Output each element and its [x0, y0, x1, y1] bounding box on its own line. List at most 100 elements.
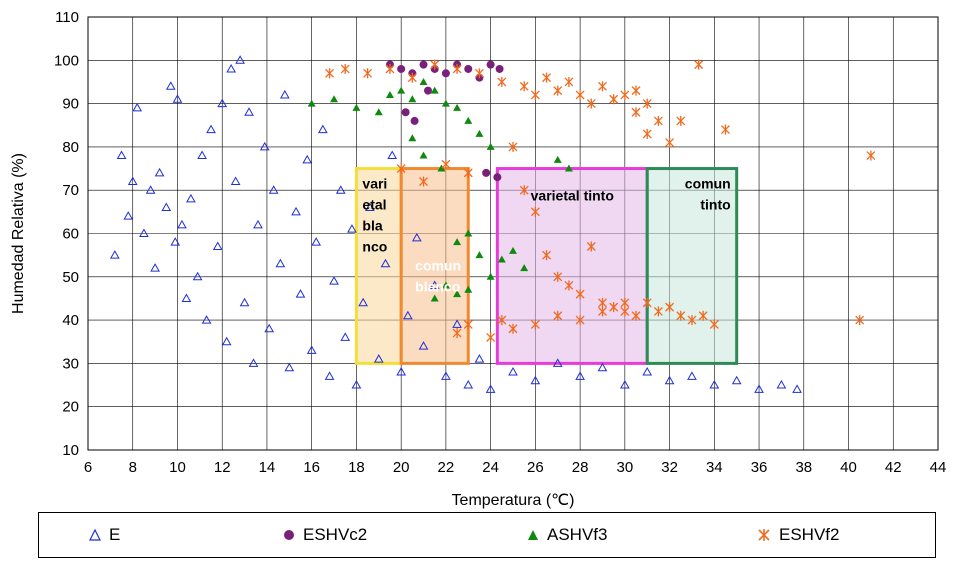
point-E	[123, 211, 134, 220]
point-E	[244, 107, 254, 116]
point-ESHVf2	[642, 128, 652, 139]
x-tick-label: 6	[84, 459, 92, 476]
point-E	[311, 237, 322, 246]
point-ESHVf2	[530, 319, 540, 330]
point-ASHVf3	[486, 272, 495, 280]
point-ASHVf3	[453, 290, 462, 298]
point-ESHVf2	[396, 163, 406, 174]
point-E	[284, 362, 295, 372]
y-tick-label: 90	[62, 96, 79, 113]
point-ESHVf2	[586, 241, 596, 252]
point-ASHVf3	[397, 86, 406, 94]
open-triangle-icon	[89, 529, 101, 541]
point-ASHVf3	[497, 255, 506, 263]
point-ASHVf3	[464, 116, 473, 124]
legend-label-ESHVc2: ESHVc2	[303, 525, 368, 544]
point-E	[452, 319, 462, 328]
x-tick-label: 12	[214, 459, 231, 476]
point-E	[302, 154, 313, 164]
point-E	[474, 354, 485, 363]
point-E	[181, 293, 192, 302]
point-ASHVf3	[475, 129, 484, 137]
point-E	[295, 289, 306, 298]
point-ESHVc2	[464, 64, 473, 73]
point-ESHVf2	[620, 297, 630, 308]
point-E	[642, 367, 653, 376]
point-ESHVf2	[687, 315, 697, 326]
zone-label-line: varietal tinto	[531, 188, 614, 204]
point-E	[145, 185, 156, 194]
point-ESHVf2	[698, 310, 708, 321]
point-ESHVc2	[441, 69, 450, 78]
point-ESHVf2	[653, 115, 663, 126]
x-tick-label: 8	[129, 459, 137, 476]
point-ESHVf2	[452, 328, 462, 339]
point-ESHVc2	[410, 116, 419, 125]
x-tick-label: 34	[706, 459, 723, 476]
point-E	[116, 150, 127, 160]
point-E	[279, 89, 290, 99]
point-ASHVf3	[352, 103, 361, 111]
point-E	[186, 193, 196, 203]
x-tick-label: 38	[795, 459, 812, 476]
point-ESHVf2	[609, 302, 619, 313]
point-ASHVf3	[430, 86, 439, 94]
y-tick-label: 110	[55, 9, 79, 26]
point-E	[239, 297, 250, 307]
point-ASHVf3	[464, 285, 473, 293]
point-ESHVf2	[609, 94, 619, 105]
legend-label-ESHVf2: ESHVf2	[779, 525, 840, 544]
point-ESHVf2	[340, 63, 350, 74]
point-E	[709, 380, 720, 389]
zone-region	[354, 167, 403, 365]
point-ESHVc2	[493, 173, 502, 182]
point-ESHVf2	[497, 315, 507, 326]
point-ASHVf3	[419, 151, 428, 159]
point-E	[347, 224, 357, 233]
point-E	[264, 323, 275, 333]
series-ASHVf3-points	[307, 77, 573, 302]
point-ESHVc2	[495, 64, 504, 73]
point-E	[235, 55, 245, 64]
point-ESHVf2	[497, 76, 507, 87]
point-ESHVf2	[542, 72, 552, 83]
legend-item-ASHVf3: ASHVf3	[527, 525, 607, 545]
point-ESHVf2	[642, 297, 652, 308]
point-ASHVf3	[441, 281, 450, 289]
point-E	[463, 380, 474, 389]
point-E	[380, 258, 391, 268]
point-E	[340, 332, 351, 341]
point-ASHVf3	[453, 103, 462, 111]
point-ESHVf2	[631, 107, 641, 118]
point-ESHVf2	[530, 89, 540, 100]
point-E	[418, 341, 429, 350]
point-E	[687, 371, 697, 380]
zone-label-line: bla	[362, 218, 382, 234]
point-ESHVf2	[620, 89, 630, 100]
point-E	[411, 232, 422, 242]
point-E	[575, 371, 585, 380]
point-E	[132, 102, 143, 112]
point-E	[754, 384, 764, 393]
point-ESHVf2	[709, 319, 719, 330]
x-tick-label: 26	[527, 459, 544, 476]
point-E	[351, 380, 362, 389]
point-E	[170, 237, 181, 246]
point-E	[177, 219, 187, 229]
point-ESHVf2	[419, 176, 428, 187]
zone-label-line: vari	[362, 176, 387, 192]
point-ESHVf2	[866, 150, 876, 161]
x-tick-label: 42	[885, 459, 902, 476]
point-E	[161, 202, 172, 212]
point-E	[664, 375, 675, 385]
point-E	[127, 176, 138, 186]
point-ESHVf2	[486, 332, 496, 343]
point-E	[306, 345, 317, 354]
point-E	[253, 219, 263, 229]
y-tick-label: 20	[62, 399, 79, 416]
y-axis-title: Humedad Relativa (%)	[10, 153, 27, 314]
point-ASHVf3	[307, 99, 316, 107]
point-E	[335, 185, 346, 194]
